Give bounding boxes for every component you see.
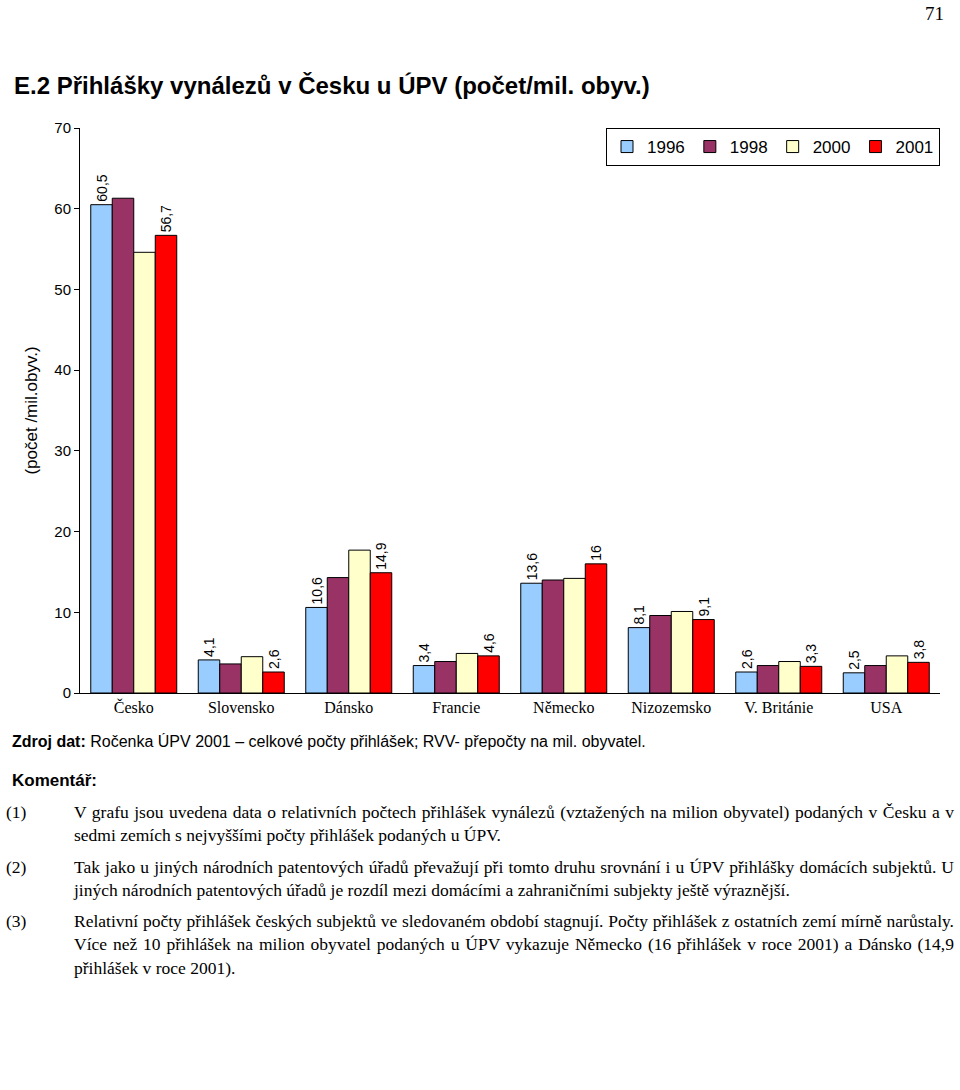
svg-text:0: 0 [63, 684, 71, 701]
svg-text:Francie: Francie [432, 699, 480, 716]
svg-text:2,6: 2,6 [739, 649, 755, 669]
html-text:71: 71 [925, 3, 944, 24]
svg-text:2000: 2000 [813, 138, 851, 157]
svg-text:4,1: 4,1 [201, 637, 217, 657]
svg-text:V. Británie: V. Británie [744, 699, 813, 716]
svg-text:20: 20 [54, 523, 71, 540]
svg-text:60: 60 [54, 200, 71, 217]
svg-text:4,6: 4,6 [481, 633, 497, 653]
html-text:Komentář:: Komentář: [12, 771, 97, 790]
svg-text:1996: 1996 [647, 138, 685, 157]
svg-text:Německo: Německo [533, 699, 594, 716]
svg-text:USA: USA [870, 699, 902, 716]
html-text:Tak jako u jiných národních pa: Tak jako u jiných národních patentových … [74, 856, 954, 900]
svg-text:8,1: 8,1 [631, 605, 647, 625]
svg-text:14,9: 14,9 [373, 542, 389, 569]
svg-text:2001: 2001 [895, 138, 933, 157]
html-text:(3): (3) [6, 911, 27, 932]
svg-text:60,5: 60,5 [94, 174, 110, 201]
svg-text:56,7: 56,7 [158, 205, 174, 232]
svg-text:Slovensko: Slovensko [208, 699, 275, 716]
html-text:E.2 Přihlášky vynálezů v Česku: E.2 Přihlášky vynálezů v Česku u ÚPV (po… [14, 72, 650, 99]
svg-text:40: 40 [54, 361, 71, 378]
svg-text:2,5: 2,5 [846, 650, 862, 670]
svg-text:30: 30 [54, 442, 71, 459]
svg-text:2,6: 2,6 [266, 649, 282, 669]
svg-text:10,6: 10,6 [309, 577, 325, 604]
html-text:Relativní počty přihlášek česk: Relativní počty přihlášek českých subjek… [74, 911, 954, 978]
svg-text:Česko: Česko [114, 698, 154, 716]
html-text:V grafu jsou uvedena data o re: V grafu jsou uvedena data o relativních … [74, 802, 954, 846]
svg-text:70: 70 [54, 119, 71, 136]
svg-text:3,4: 3,4 [416, 643, 432, 663]
svg-text:50: 50 [54, 281, 71, 298]
svg-text:13,6: 13,6 [524, 553, 540, 580]
svg-text:3,3: 3,3 [803, 644, 819, 664]
svg-text:10: 10 [54, 604, 71, 621]
svg-text:16: 16 [588, 545, 604, 561]
svg-text:1998: 1998 [730, 138, 768, 157]
svg-text:Dánsko: Dánsko [324, 699, 373, 716]
svg-text:3,8: 3,8 [911, 640, 927, 660]
svg-text:Nizozemsko: Nizozemsko [631, 699, 711, 716]
html-text:(1): (1) [6, 802, 27, 822]
svg-text:(počet /mil.obyv.): (počet /mil.obyv.) [22, 346, 41, 474]
html-text:(2): (2) [6, 856, 27, 877]
svg-text:9,1: 9,1 [696, 597, 712, 617]
html-text:Zdroj dat: Ročenka ÚPV 2001 –: Zdroj dat: Ročenka ÚPV 2001 – celkové po… [12, 733, 646, 750]
